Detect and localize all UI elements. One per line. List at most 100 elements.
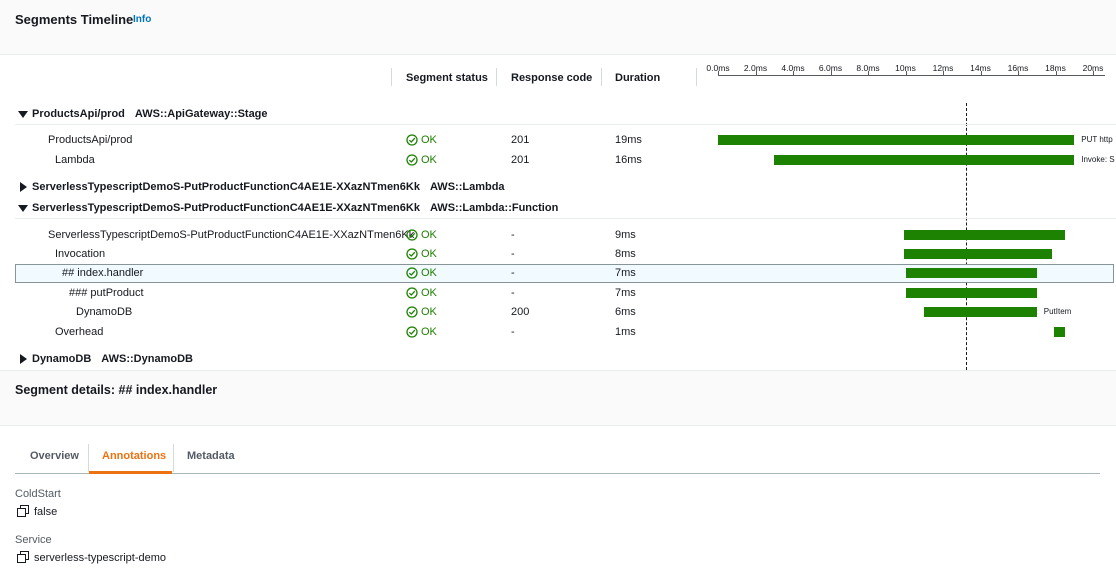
tab-divider bbox=[88, 444, 89, 472]
tab[interactable]: Overview bbox=[30, 450, 79, 462]
response-code: - bbox=[511, 267, 515, 279]
segment-status: OK bbox=[421, 154, 437, 166]
axis-tick bbox=[718, 71, 719, 76]
bar-label: PutItem bbox=[1043, 307, 1072, 316]
axis-tick bbox=[793, 71, 794, 76]
axis-tick-label: 10ms bbox=[895, 63, 916, 73]
timeline-bar bbox=[924, 307, 1037, 317]
annotation-key: ColdStart bbox=[15, 488, 61, 500]
segment-status: OK bbox=[421, 229, 437, 241]
status-icon bbox=[406, 326, 418, 338]
segment-name: ### putProduct bbox=[69, 287, 144, 299]
response-code: - bbox=[511, 326, 515, 338]
axis-tick-label: 2.0ms bbox=[743, 63, 768, 73]
axis-tick-label: 12ms bbox=[932, 63, 954, 73]
axis-tick bbox=[1093, 71, 1094, 76]
axis-tick-label: 14ms bbox=[970, 63, 991, 73]
column-header: Segment status bbox=[406, 72, 488, 84]
status-icon bbox=[406, 248, 418, 260]
group-type: AWS::ApiGateway::Stage bbox=[134, 108, 268, 120]
status-icon bbox=[406, 229, 418, 241]
duration: 7ms bbox=[615, 267, 636, 279]
group-type: AWS::Lambda::Function bbox=[429, 202, 559, 214]
expand-toggle[interactable] bbox=[17, 181, 29, 193]
status-icon bbox=[406, 154, 418, 166]
annotation-key: Service bbox=[15, 534, 52, 546]
bar-label: Invoke: S bbox=[1081, 155, 1115, 164]
group-name: ServerlessTypescriptDemoS-PutProductFunc… bbox=[32, 181, 420, 193]
axis-tick bbox=[943, 71, 944, 76]
axis-tick bbox=[1055, 71, 1057, 76]
column-divider bbox=[496, 68, 497, 86]
column-divider bbox=[391, 68, 392, 86]
timeline-bar bbox=[905, 288, 1037, 298]
expand-toggle[interactable] bbox=[17, 202, 29, 214]
expand-toggle[interactable] bbox=[17, 108, 29, 120]
duration: 1ms bbox=[615, 326, 636, 338]
status-icon bbox=[406, 134, 418, 146]
tab-divider bbox=[173, 444, 174, 472]
duration: 7ms bbox=[615, 287, 636, 299]
timeline-bar bbox=[903, 249, 1052, 259]
tab[interactable]: Metadata bbox=[187, 450, 235, 462]
group-type: AWS::DynamoDB bbox=[101, 353, 193, 365]
duration: 16ms bbox=[615, 154, 642, 166]
segment-status: OK bbox=[421, 134, 437, 146]
column-header: Duration bbox=[615, 72, 661, 84]
title: Segments Timeline bbox=[15, 12, 134, 27]
timeline-bar bbox=[718, 135, 1075, 145]
tab-rule bbox=[15, 473, 1100, 474]
selected-row[interactable] bbox=[15, 264, 1114, 283]
segment-name: DynamoDB bbox=[76, 306, 133, 318]
response-code: - bbox=[511, 248, 515, 260]
timeline-bar bbox=[905, 268, 1037, 278]
segment-status: OK bbox=[421, 248, 437, 260]
details-title: Segment details: ## index.handler bbox=[15, 383, 218, 397]
column-divider bbox=[601, 68, 602, 86]
axis-tick-label: 16ms bbox=[1007, 63, 1029, 73]
axis-tick bbox=[980, 71, 982, 76]
details-bar bbox=[0, 370, 1116, 426]
response-code: - bbox=[511, 287, 515, 299]
axis-tick-label: 0.0ms bbox=[706, 63, 730, 73]
annotation-value: serverless-typescript-demo bbox=[34, 552, 167, 564]
timeline-bar bbox=[903, 230, 1065, 240]
timeline-bar bbox=[1053, 327, 1065, 337]
response-code: - bbox=[511, 229, 515, 241]
duration: 8ms bbox=[615, 248, 636, 260]
axis-tick-label: 18ms bbox=[1045, 63, 1066, 73]
segment-status: OK bbox=[421, 306, 437, 318]
duration: 6ms bbox=[615, 306, 636, 318]
axis-tick-label: 8.0ms bbox=[856, 63, 880, 73]
copy-icon[interactable] bbox=[17, 551, 29, 563]
tab[interactable]: Annotations bbox=[102, 450, 167, 462]
axis-tick bbox=[1018, 71, 1019, 76]
status-icon bbox=[406, 267, 418, 279]
axis-tick-label: 20ms bbox=[1082, 63, 1104, 73]
group-name: ProductsApi/prod bbox=[32, 108, 125, 120]
group-divider bbox=[15, 218, 1116, 219]
status-icon bbox=[406, 287, 418, 299]
axis-tick bbox=[830, 71, 832, 76]
bar-label: PUT http bbox=[1081, 135, 1113, 144]
column-header: Response code bbox=[511, 72, 593, 84]
duration: 9ms bbox=[615, 229, 636, 241]
segment-status: OK bbox=[421, 287, 437, 299]
response-code: 201 bbox=[511, 154, 530, 166]
axis-line bbox=[718, 75, 1105, 76]
annotation-value: false bbox=[34, 506, 58, 518]
group-name: DynamoDB bbox=[32, 353, 92, 365]
axis-tick bbox=[868, 71, 869, 76]
group-divider bbox=[15, 124, 1116, 125]
info-link[interactable]: Info bbox=[133, 14, 152, 25]
segment-name: Overhead bbox=[55, 326, 104, 338]
copy-icon[interactable] bbox=[17, 505, 29, 517]
axis-tick bbox=[905, 71, 907, 76]
status-icon bbox=[406, 306, 418, 318]
expand-toggle[interactable] bbox=[17, 353, 29, 365]
segment-name: Lambda bbox=[55, 154, 95, 166]
segment-status: OK bbox=[421, 326, 437, 338]
duration: 19ms bbox=[615, 134, 642, 146]
segment-name: ServerlessTypescriptDemoS-PutProductFunc… bbox=[48, 229, 415, 241]
